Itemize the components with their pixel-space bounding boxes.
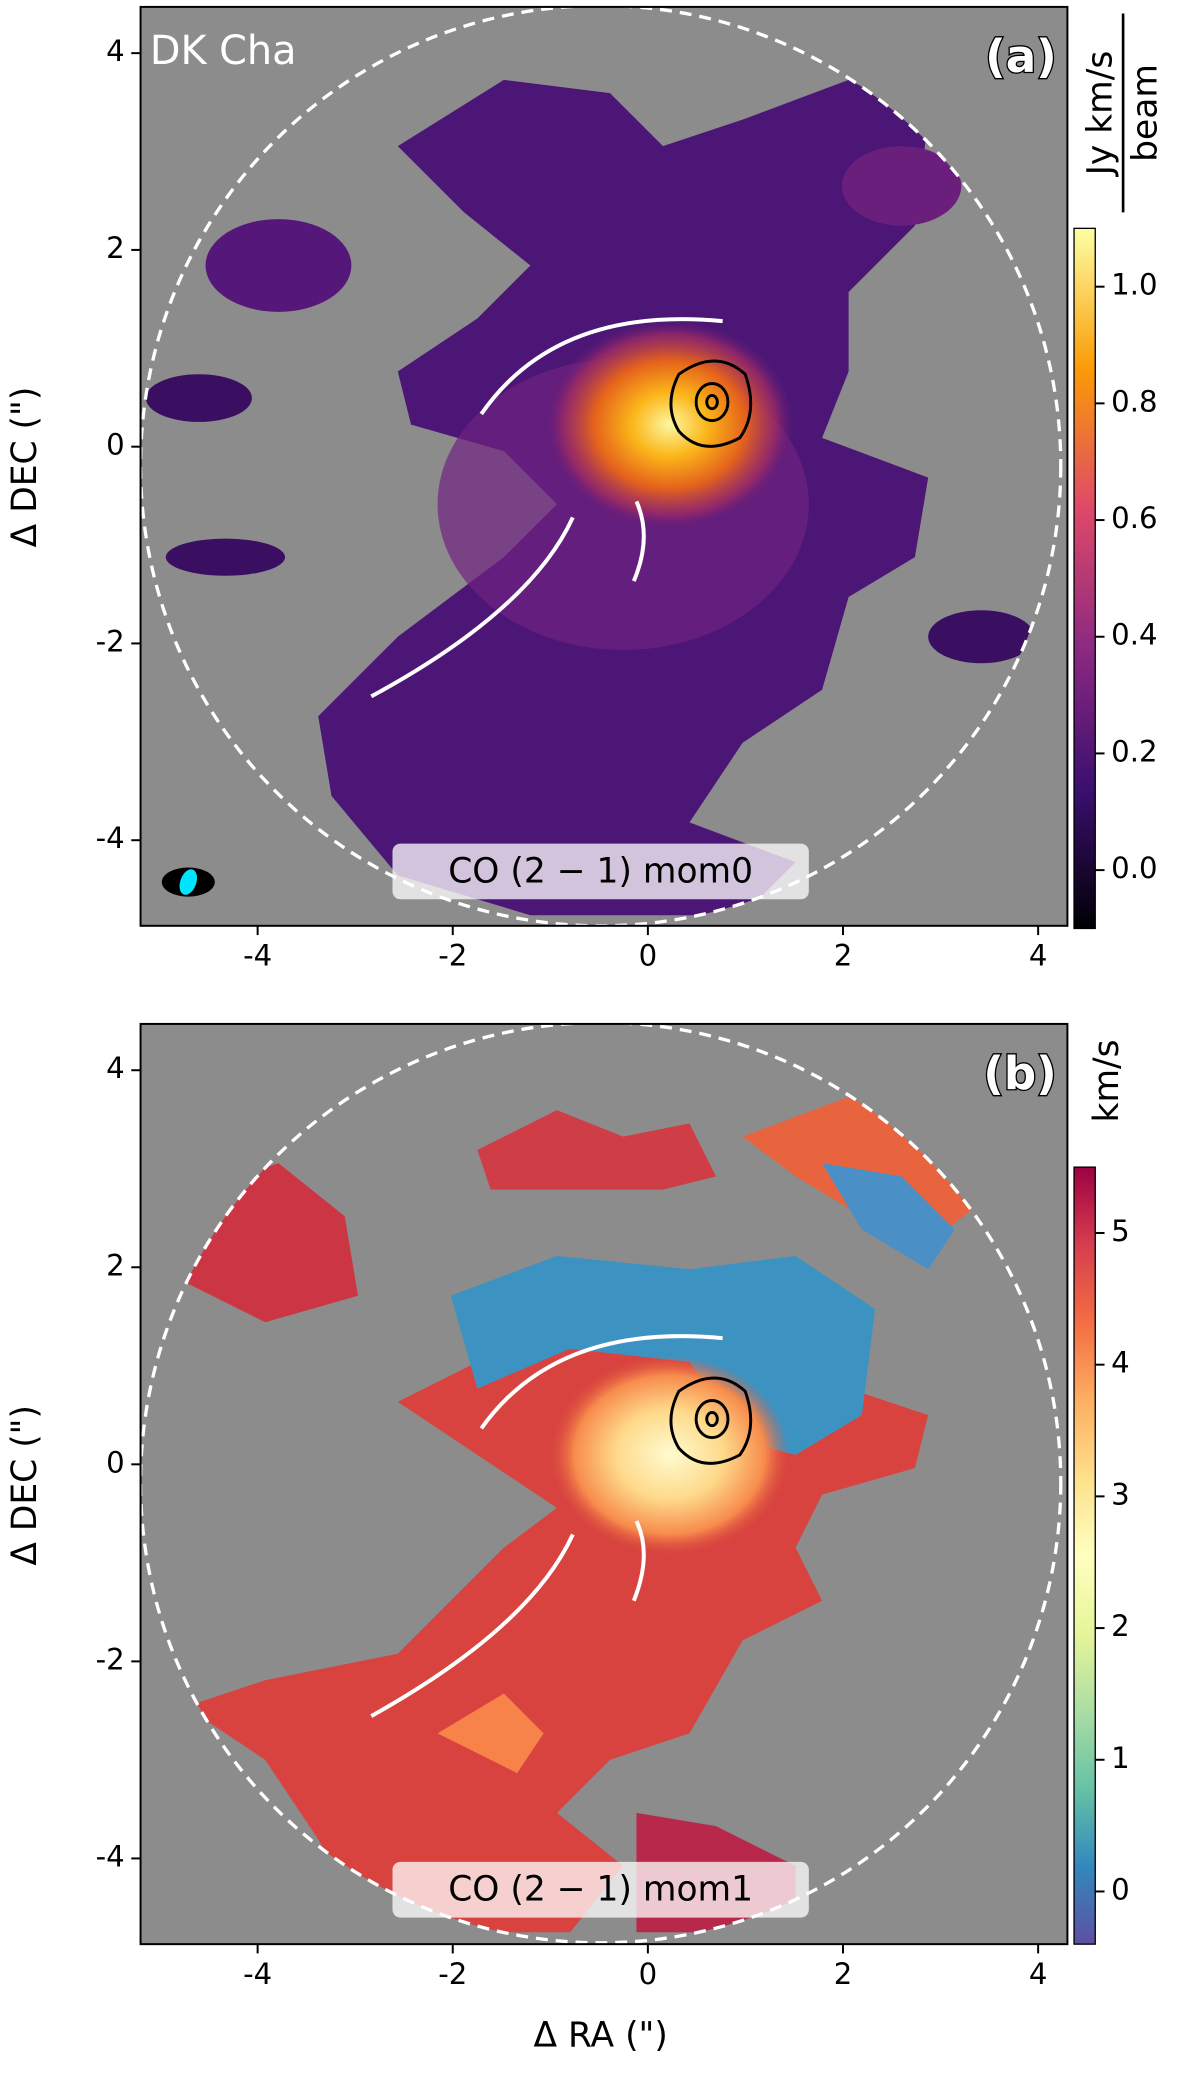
x-tick-label: -4 <box>243 939 272 973</box>
x-tick-label: 4 <box>1029 1957 1048 1991</box>
y-tick-label: -4 <box>96 1839 125 1873</box>
x-tick-label: 0 <box>639 939 658 973</box>
colorbar-tick-label: 0 <box>1111 1872 1130 1906</box>
plot-frame <box>139 5 1069 927</box>
colorbar-tick-label: 2 <box>1111 1609 1130 1643</box>
colorbar-tick-label: 0.0 <box>1111 851 1157 885</box>
colorbar-tick-label: 0.6 <box>1111 501 1157 535</box>
velocity <box>185 1096 982 1933</box>
colorbar-tick-label: 4 <box>1111 1346 1130 1380</box>
colorbar-tick-label: 1.0 <box>1111 268 1157 302</box>
colorbar-tick-label: 1 <box>1111 1741 1130 1775</box>
x-tick-label: -4 <box>243 1957 272 1991</box>
y-tick-label: -2 <box>96 624 125 658</box>
x-tick-label: -2 <box>438 1957 467 1991</box>
colorbar-unit: Jy km/s <box>1080 51 1120 178</box>
colorbar <box>1073 227 1096 930</box>
colorbar-tick-label: 5 <box>1111 1214 1130 1248</box>
x-tick-label: 4 <box>1029 939 1048 973</box>
x-tick-label: 2 <box>834 1957 853 1991</box>
map-label: CO (2 − 1) mom1 <box>448 1870 753 1910</box>
colorbar <box>1073 1166 1096 1945</box>
plot-frame <box>139 1022 1069 1946</box>
y-axis-label: Δ DEC (") <box>5 387 45 548</box>
panel-label: (a) <box>985 30 1057 83</box>
y-tick-label: 0 <box>106 428 125 462</box>
colorbar-tick-label: 0.8 <box>1111 384 1157 418</box>
y-tick-label: 4 <box>106 34 125 68</box>
x-tick-label: 2 <box>834 939 853 973</box>
colorbar-tick-label: 0.4 <box>1111 618 1157 652</box>
y-tick-label: 2 <box>106 231 125 265</box>
map-label: CO (2 − 1) mom0 <box>448 851 753 891</box>
colorbar-tick-label: 3 <box>1111 1477 1130 1511</box>
y-tick-label: 4 <box>106 1051 125 1085</box>
annotation: DK Cha <box>150 28 297 74</box>
y-tick-label: -2 <box>96 1642 125 1676</box>
colorbar-label: Jy km/s beam <box>1080 13 1165 213</box>
y-tick-label: -4 <box>96 821 125 855</box>
colorbar-unit-denominator: beam <box>1125 64 1165 162</box>
colorbar-label: km/s <box>1087 1039 1127 1122</box>
y-axis-label: Δ DEC (") <box>5 1405 45 1566</box>
panel-b-image <box>138 1020 1068 1945</box>
x-tick-label: 0 <box>639 1957 658 1991</box>
x-axis-label: Δ RA (") <box>533 2015 667 2055</box>
y-tick-label: 0 <box>106 1445 125 1479</box>
panel-label: (b) <box>983 1047 1056 1100</box>
x-tick-label: -2 <box>438 939 467 973</box>
colorbar-tick-label: 0.2 <box>1111 734 1157 768</box>
y-tick-label: 2 <box>106 1248 125 1282</box>
panel-a-image <box>138 3 1068 928</box>
